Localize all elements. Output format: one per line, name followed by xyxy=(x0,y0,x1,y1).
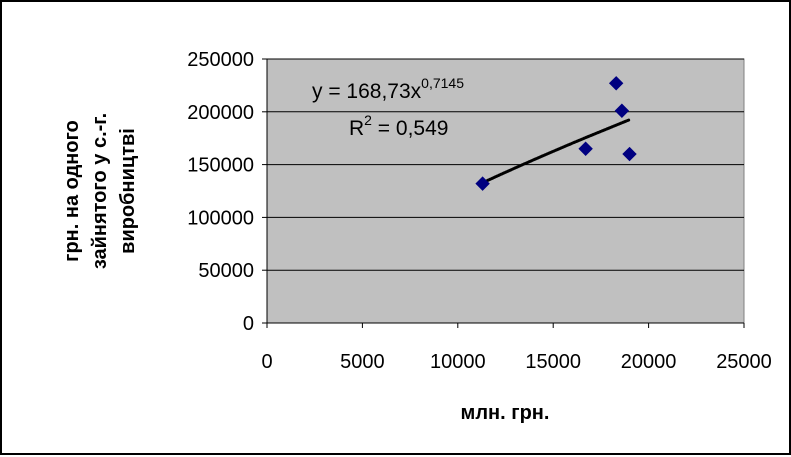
r-squared-letter: R xyxy=(349,117,364,140)
y-tick-label-100000: 100000 xyxy=(187,207,254,229)
x-axis-title: млн. грн. xyxy=(461,402,550,424)
equation-main: y = 168,73x xyxy=(312,80,422,103)
r-squared-value: = 0,549 xyxy=(372,117,448,140)
y-tick-label-0: 0 xyxy=(243,313,254,335)
x-tick-label-25000: 25000 xyxy=(716,351,772,373)
gridlines xyxy=(267,58,744,271)
x-tick-label-20000: 20000 xyxy=(621,351,677,373)
y-tick-label-200000: 200000 xyxy=(187,102,254,124)
equation-exponent: 0,7145 xyxy=(421,75,464,91)
data-point-2 xyxy=(578,141,593,156)
y-axis-title: грн. на одного зайнятого у с.-г. виробни… xyxy=(61,113,139,269)
y-axis-tick-labels: 0 50000 100000 150000 200000 250000 xyxy=(187,49,267,335)
plot-area xyxy=(266,58,745,324)
trendline-equation: y = 168,73x0,7145 xyxy=(312,75,464,103)
y-axis-title-line-2: зайнятого у с.-г. xyxy=(89,113,111,269)
y-tick-label-250000: 250000 xyxy=(187,49,254,71)
axes xyxy=(266,59,744,324)
data-point-4 xyxy=(614,103,630,118)
data-point-1 xyxy=(475,176,490,191)
power-trendline xyxy=(481,118,631,185)
x-tick-label-5000: 5000 xyxy=(340,351,385,373)
x-tick-label-10000: 10000 xyxy=(430,351,486,373)
r-squared-label: R2 = 0,549 xyxy=(349,112,448,140)
r-squared-sup: 2 xyxy=(364,112,372,128)
data-points xyxy=(475,76,637,191)
y-tick-label-150000: 150000 xyxy=(187,155,254,177)
y-axis-title-line-1: грн. на одного xyxy=(61,120,83,262)
data-point-3 xyxy=(608,76,624,91)
x-axis-tick-labels: 0 5000 10000 15000 20000 25000 xyxy=(261,323,772,373)
data-point-5 xyxy=(622,146,637,162)
x-tick-label-0: 0 xyxy=(261,351,272,373)
y-tick-label-50000: 50000 xyxy=(198,260,254,282)
x-tick-label-15000: 15000 xyxy=(525,351,581,373)
y-axis-title-line-3: виробництві xyxy=(117,128,139,254)
